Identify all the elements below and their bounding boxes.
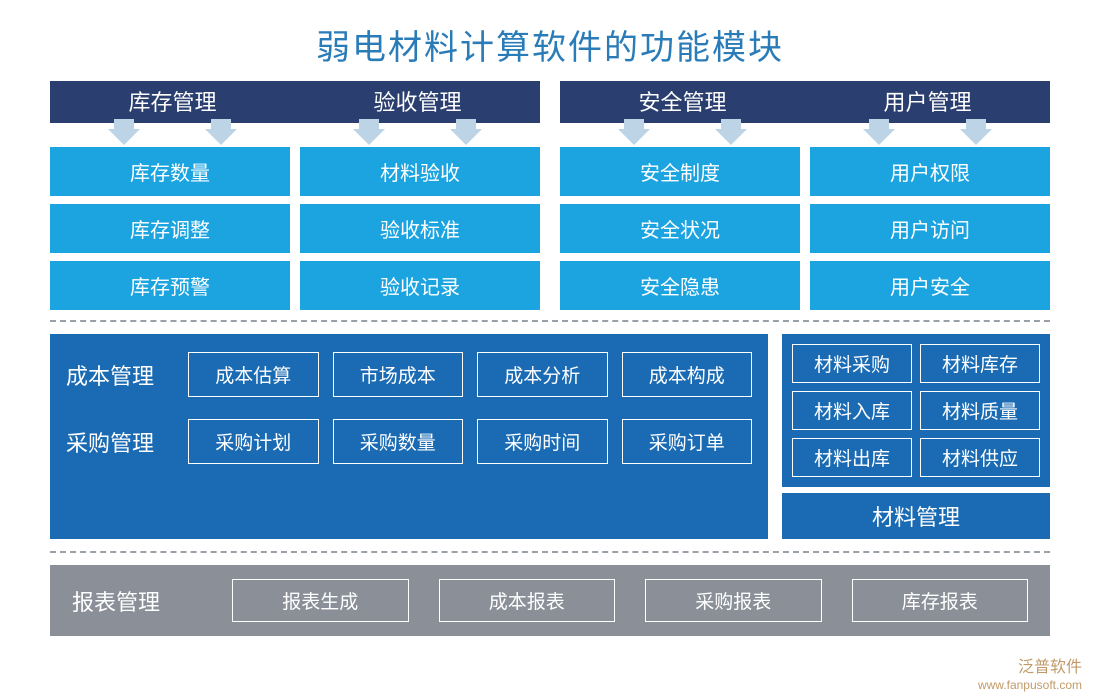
boxes-row-1: 库存数量 材料验收 安全制度 用户权限 bbox=[50, 147, 1050, 196]
side-cell: 材料库存 bbox=[920, 344, 1040, 383]
side-cell: 材料质量 bbox=[920, 391, 1040, 430]
bottom-bar: 报表管理 报表生成 成本报表 采购报表 库存报表 bbox=[50, 565, 1050, 636]
boxes-row-2: 库存调整 验收标准 安全状况 用户访问 bbox=[50, 204, 1050, 253]
arrow-down-icon bbox=[450, 129, 482, 145]
header-inventory: 库存管理 bbox=[50, 81, 295, 123]
panel-label-cost: 成本管理 bbox=[66, 359, 176, 391]
bottom-cell: 库存报表 bbox=[852, 579, 1029, 622]
header-pair-right: 安全管理 用户管理 bbox=[560, 81, 1050, 123]
panel-cell: 采购订单 bbox=[622, 419, 753, 464]
arrow-down-icon bbox=[353, 129, 385, 145]
box-item: 库存调整 bbox=[50, 204, 290, 253]
bottom-cell: 报表生成 bbox=[232, 579, 409, 622]
header-acceptance: 验收管理 bbox=[295, 81, 540, 123]
arrow-down-icon bbox=[960, 129, 992, 145]
watermark-url: www.fanpusoft.com bbox=[978, 678, 1082, 692]
panel-cell: 市场成本 bbox=[333, 352, 464, 397]
boxes-row-3: 库存预警 验收记录 安全隐患 用户安全 bbox=[50, 261, 1050, 310]
box-item: 验收标准 bbox=[300, 204, 540, 253]
panel-cell: 成本构成 bbox=[622, 352, 753, 397]
box-item: 安全隐患 bbox=[560, 261, 800, 310]
box-item: 用户访问 bbox=[810, 204, 1050, 253]
box-item: 验收记录 bbox=[300, 261, 540, 310]
box-item: 用户权限 bbox=[810, 147, 1050, 196]
mid-row: 成本管理 成本估算 市场成本 成本分析 成本构成 采购管理 采购计划 采购数量 … bbox=[50, 334, 1050, 539]
bottom-label: 报表管理 bbox=[72, 585, 202, 617]
box-item: 库存数量 bbox=[50, 147, 290, 196]
box-item: 库存预警 bbox=[50, 261, 290, 310]
side-title: 材料管理 bbox=[782, 493, 1050, 539]
panel-cell: 采购时间 bbox=[477, 419, 608, 464]
box-item: 安全制度 bbox=[560, 147, 800, 196]
panel-row-purchase: 采购管理 采购计划 采购数量 采购时间 采购订单 bbox=[66, 419, 752, 464]
arrow-down-icon bbox=[715, 129, 747, 145]
bottom-cell: 采购报表 bbox=[645, 579, 822, 622]
box-item: 安全状况 bbox=[560, 204, 800, 253]
panel-cell: 成本分析 bbox=[477, 352, 608, 397]
header-user: 用户管理 bbox=[805, 81, 1050, 123]
bottom-cell: 成本报表 bbox=[439, 579, 616, 622]
panel-cell: 成本估算 bbox=[188, 352, 319, 397]
big-panel: 成本管理 成本估算 市场成本 成本分析 成本构成 采购管理 采购计划 采购数量 … bbox=[50, 334, 768, 539]
box-item: 材料验收 bbox=[300, 147, 540, 196]
diagram-title: 弱电材料计算软件的功能模块 bbox=[50, 20, 1050, 69]
header-safety: 安全管理 bbox=[560, 81, 805, 123]
panel-cell: 采购计划 bbox=[188, 419, 319, 464]
divider-dashed bbox=[50, 551, 1050, 553]
side-grid: 材料采购 材料库存 材料入库 材料质量 材料出库 材料供应 bbox=[782, 334, 1050, 487]
panel-cell: 采购数量 bbox=[333, 419, 464, 464]
arrow-down-icon bbox=[618, 129, 650, 145]
divider-dashed bbox=[50, 320, 1050, 322]
side-cell: 材料入库 bbox=[792, 391, 912, 430]
side-cell: 材料供应 bbox=[920, 438, 1040, 477]
panel-label-purchase: 采购管理 bbox=[66, 426, 176, 458]
arrow-down-icon bbox=[205, 129, 237, 145]
header-pair-left: 库存管理 验收管理 bbox=[50, 81, 540, 123]
side-cell: 材料采购 bbox=[792, 344, 912, 383]
header-row: 库存管理 验收管理 安全管理 用户管理 bbox=[50, 81, 1050, 123]
arrow-down-icon bbox=[863, 129, 895, 145]
watermark-brand: 泛普软件 bbox=[978, 658, 1082, 677]
box-item: 用户安全 bbox=[810, 261, 1050, 310]
side-cell: 材料出库 bbox=[792, 438, 912, 477]
arrow-down-icon bbox=[108, 129, 140, 145]
arrows-row bbox=[50, 129, 1050, 145]
panel-row-cost: 成本管理 成本估算 市场成本 成本分析 成本构成 bbox=[66, 352, 752, 397]
watermark: 泛普软件 www.fanpusoft.com bbox=[978, 658, 1082, 692]
side-block: 材料采购 材料库存 材料入库 材料质量 材料出库 材料供应 材料管理 bbox=[782, 334, 1050, 539]
